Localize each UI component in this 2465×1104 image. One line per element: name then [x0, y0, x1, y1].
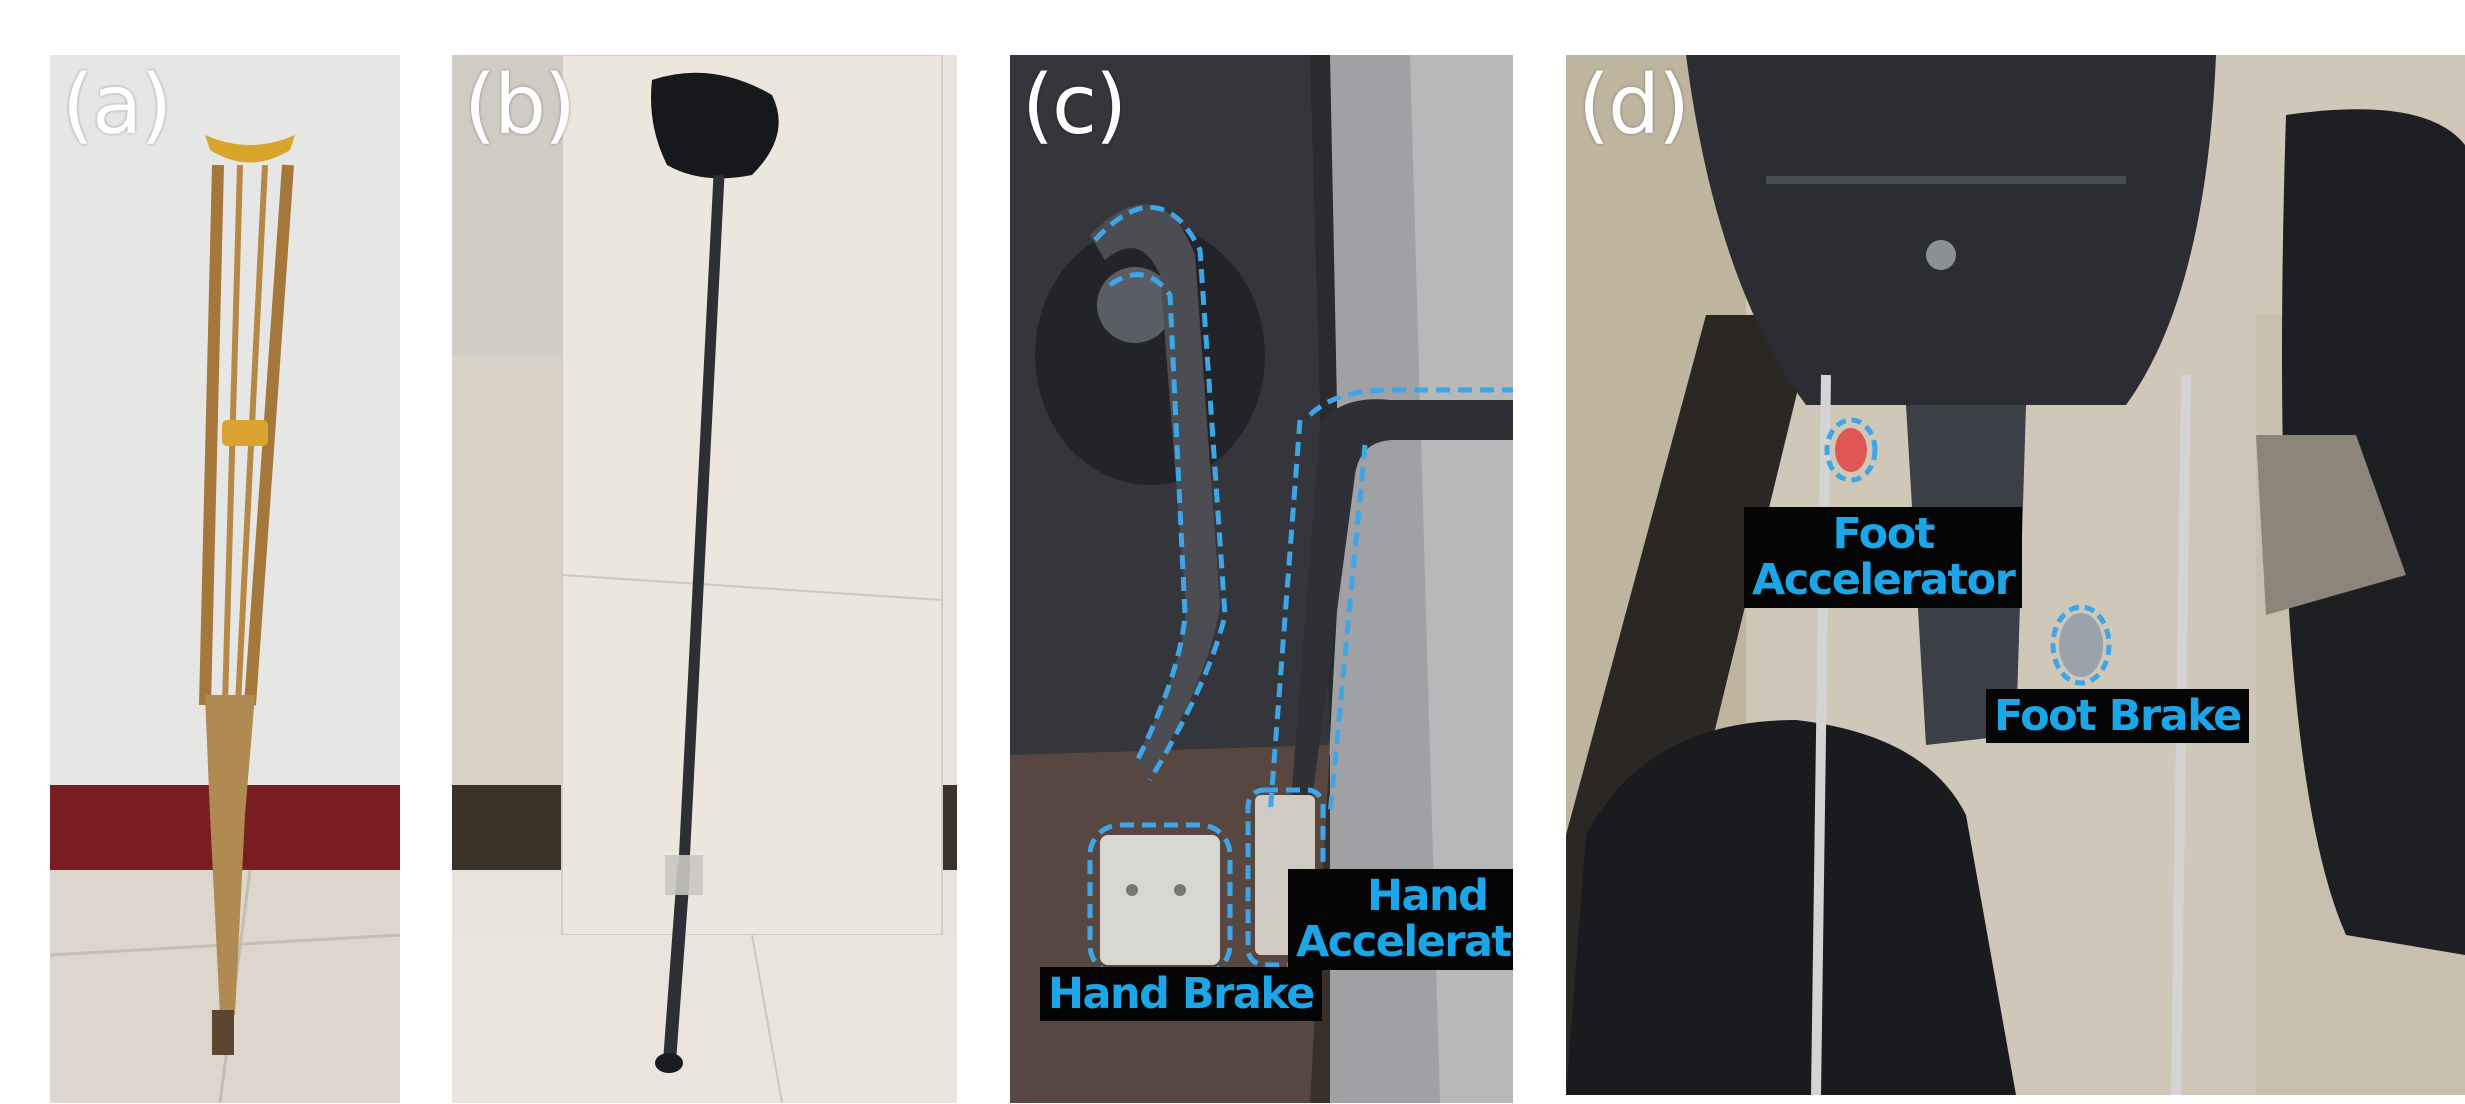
- hand-accelerator-line-2: Accelerator: [1296, 917, 1513, 968]
- hand-accelerator-label: Hand Accelerator: [1288, 869, 1513, 970]
- panel-b: (b): [452, 55, 957, 1103]
- foot-accelerator-label: Foot Accelerator: [1744, 507, 2023, 608]
- hand-brake-text: Hand Brake: [1048, 969, 1315, 1019]
- panel-c: (c) Hand Brake Hand Accelerator: [1010, 55, 1513, 1103]
- hand-controls-photo: [1010, 55, 1513, 1103]
- panel-a-label: (a): [62, 58, 172, 153]
- foot-brake-text: Foot Brake: [1994, 691, 2242, 741]
- foot-accelerator-line-2: Accelerator: [1752, 555, 2016, 606]
- panel-c-label: (c): [1022, 58, 1127, 153]
- foot-accelerator-line-1: Foot: [1832, 509, 1936, 559]
- crutch-photo: [50, 55, 400, 1103]
- hand-accelerator-line-1: Hand: [1366, 871, 1489, 921]
- cane-photo: [452, 55, 957, 1103]
- panel-d-label: (d): [1578, 58, 1690, 153]
- hand-brake-label: Hand Brake: [1040, 967, 1322, 1022]
- panel-b-label: (b): [464, 58, 576, 153]
- foot-brake-label: Foot Brake: [1986, 689, 2249, 744]
- panel-a: (a): [50, 55, 400, 1103]
- panel-d: (d) Foot Accelerator Foot Brake: [1566, 55, 2465, 1095]
